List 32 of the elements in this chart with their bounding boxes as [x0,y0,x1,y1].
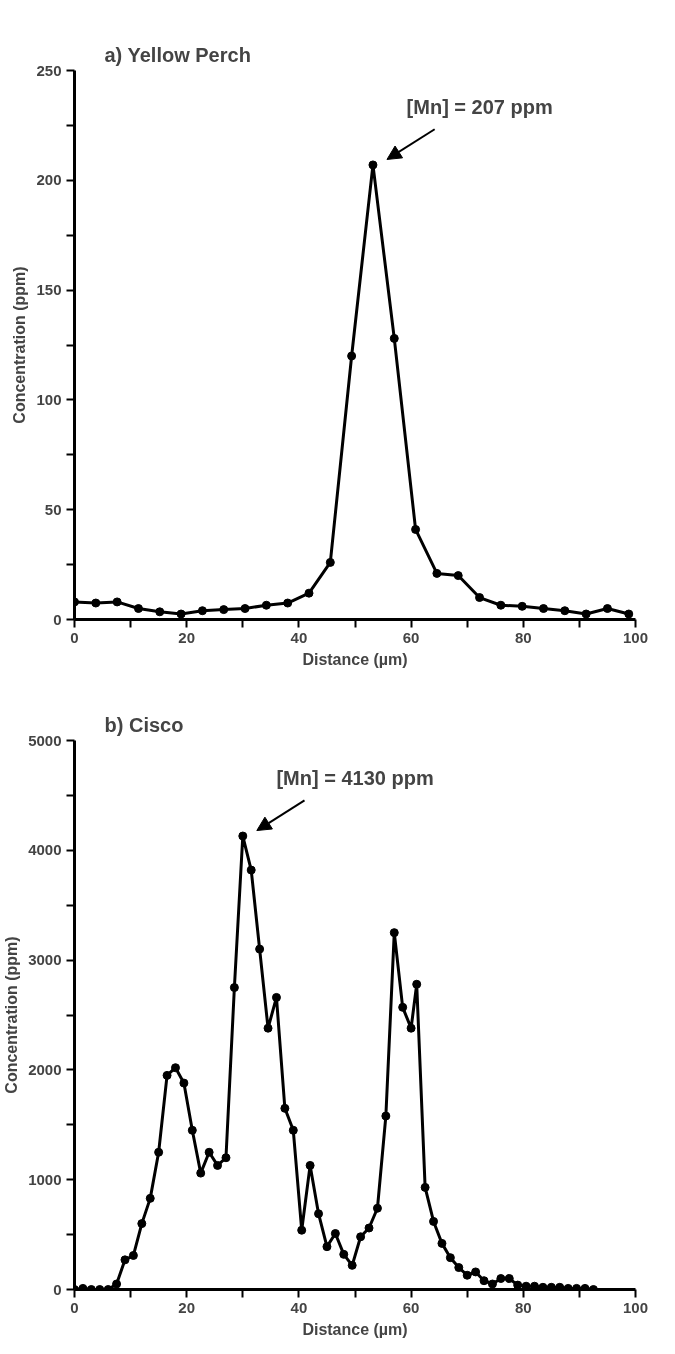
x-axis-title: Distance (µm) [302,650,408,668]
y-tick-label: 50 [44,500,62,518]
x-tick-label: 20 [178,628,196,646]
x-axis-title: Distance (µm) [302,1320,408,1338]
x-tick-label: 40 [290,1298,308,1316]
y-tick-label: 200 [36,171,62,189]
x-tick-label: 0 [70,628,79,646]
x-tick-label: 80 [514,628,532,646]
y-tick-label: 1000 [28,1170,62,1188]
y-tick-label: 5000 [28,731,62,749]
y-axis-title: Concentration (ppm) [3,936,21,1094]
y-tick-label: 0 [53,1280,62,1298]
y-tick-label: 100 [36,390,62,408]
x-tick-label: 40 [290,628,308,646]
y-tick-label: 250 [36,61,62,79]
x-tick-label: 20 [178,1298,196,1316]
x-tick-label: 60 [402,628,420,646]
y-tick-label: 2000 [28,1060,62,1078]
x-tick-label: 60 [402,1298,420,1316]
y-tick-label: 4000 [28,841,62,859]
y-tick-label: 150 [36,281,62,299]
annotation: [Mn] = 207 ppm [406,96,553,119]
y-axis-title: Concentration (ppm) [11,266,29,424]
chart-title: b) Cisco [104,713,184,736]
x-tick-label: 100 [622,628,649,646]
y-tick-label: 0 [53,610,62,628]
chart-title: a) Yellow Perch [104,43,251,66]
x-tick-label: 0 [70,1298,79,1316]
x-tick-label: 80 [514,1298,532,1316]
x-tick-label: 100 [622,1298,649,1316]
y-tick-label: 3000 [28,951,62,969]
annotation: [Mn] = 4130 ppm [276,767,434,790]
